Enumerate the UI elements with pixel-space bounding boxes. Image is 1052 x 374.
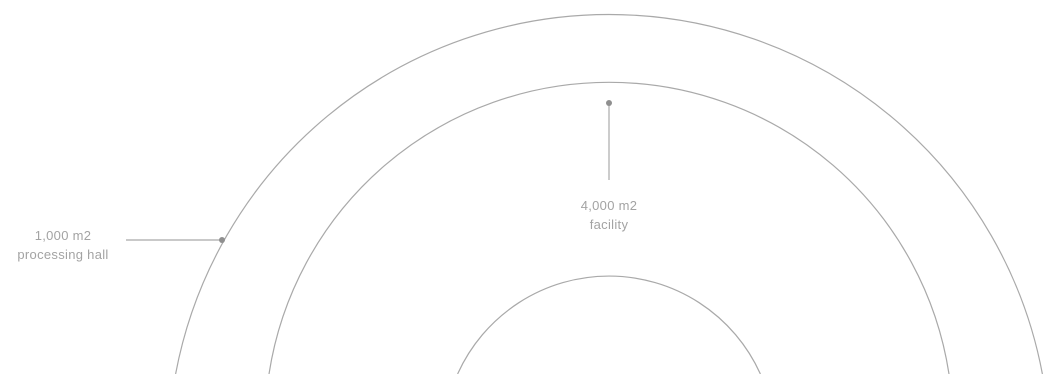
processing-hall-marker-dot — [219, 237, 225, 243]
facility-area-value: 4,000 m2 — [581, 198, 638, 213]
facility-caption: facility — [590, 217, 629, 232]
processing-hall-area-value: 1,000 m2 — [35, 228, 92, 243]
inner-arc — [457, 275, 761, 374]
processing-hall-caption: processing hall — [17, 247, 108, 262]
middle-arc — [268, 81, 950, 374]
outer-arc — [175, 13, 1043, 374]
facility-marker-dot — [606, 100, 612, 106]
